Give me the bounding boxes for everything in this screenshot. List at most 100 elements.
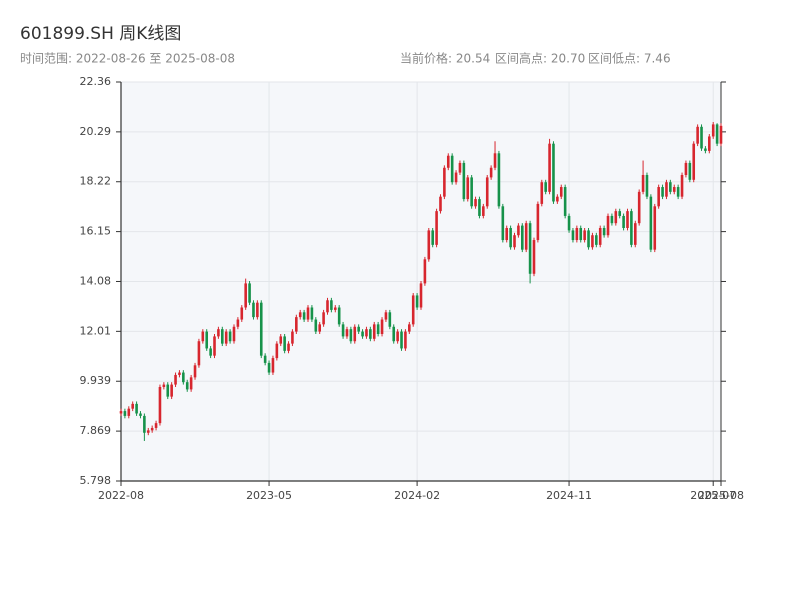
- candle-body: [337, 307, 341, 325]
- candle-body: [197, 341, 201, 366]
- candle-body: [224, 331, 228, 344]
- candle-body: [672, 187, 676, 192]
- candle-body: [380, 319, 384, 334]
- candle-body: [318, 324, 322, 332]
- candle-body: [408, 324, 411, 332]
- candle-body: [302, 312, 306, 320]
- candle-body: [645, 174, 649, 197]
- candle-body: [520, 225, 524, 250]
- candle-body: [275, 343, 279, 359]
- candle-body: [154, 423, 158, 428]
- candle-body: [310, 307, 314, 320]
- candle-body: [267, 362, 271, 373]
- candle-body: [715, 124, 719, 144]
- y-tick-label: 18.22: [80, 175, 112, 188]
- candle-body: [462, 162, 466, 200]
- candle-body: [349, 329, 353, 342]
- candle-body: [306, 307, 310, 320]
- y-tick-label: 12.01: [80, 324, 112, 337]
- candle-body: [676, 187, 680, 197]
- candle-body: [595, 235, 598, 245]
- candle-body: [182, 372, 185, 383]
- candle-body: [376, 324, 380, 334]
- candle-body: [563, 187, 567, 216]
- candle-body: [213, 336, 216, 356]
- candle-body: [365, 329, 368, 337]
- candle-body: [400, 331, 403, 349]
- candle-body: [220, 329, 224, 344]
- candle-body: [680, 174, 684, 197]
- candle-body: [482, 206, 485, 216]
- x-tick-label: 2025-08: [698, 489, 744, 502]
- candle-body: [501, 206, 505, 241]
- candle-body: [524, 223, 528, 250]
- candle-body: [411, 295, 415, 325]
- y-tick-label: 16.15: [80, 225, 112, 238]
- candle-body: [240, 307, 244, 320]
- candle-body: [298, 312, 302, 318]
- candle-body: [692, 143, 696, 180]
- candle-body: [696, 126, 699, 144]
- candle-body: [633, 223, 637, 245]
- candle-body: [419, 283, 423, 308]
- candle-body: [361, 331, 364, 337]
- candle-body: [404, 331, 407, 349]
- candle-body: [256, 302, 259, 318]
- candle-body: [571, 230, 575, 241]
- candle-body: [357, 326, 360, 332]
- candle-body: [162, 384, 166, 387]
- candle-body: [614, 211, 618, 224]
- x-tick-label: 2022-08: [98, 489, 144, 502]
- candle-body: [618, 211, 622, 216]
- candle-body: [657, 187, 660, 207]
- candle-body: [556, 196, 559, 202]
- candle-body: [466, 177, 470, 200]
- stat-text: 区间高点: 20.70: [495, 51, 585, 66]
- candle-body: [131, 403, 134, 409]
- candle-body: [536, 203, 540, 241]
- candle-body: [396, 331, 399, 342]
- candle-body: [435, 211, 438, 245]
- y-tick-label: 22.36: [80, 75, 112, 88]
- candle-body: [431, 230, 434, 245]
- candle-body: [330, 300, 333, 310]
- candle-body: [217, 329, 220, 337]
- candle-body: [661, 187, 664, 197]
- candle-body: [232, 326, 236, 342]
- candle-body: [649, 196, 653, 250]
- candle-body: [427, 230, 431, 260]
- candle-body: [189, 377, 193, 390]
- candle-body: [443, 167, 446, 197]
- candle-body: [263, 355, 267, 363]
- candle-body: [415, 295, 419, 308]
- candle-body: [333, 307, 337, 310]
- candle-body: [622, 215, 625, 228]
- candle-body: [384, 312, 388, 320]
- candle-body: [700, 126, 703, 149]
- candle-body: [228, 331, 232, 342]
- candle-body: [688, 162, 692, 180]
- candle-body: [517, 225, 520, 236]
- candle-body: [704, 148, 707, 151]
- candle-body: [505, 227, 509, 241]
- x-tick-label: 2023-05: [246, 489, 292, 502]
- candle-body: [369, 329, 372, 339]
- candle-body: [708, 136, 711, 151]
- candle-body: [423, 259, 427, 284]
- candle-body: [637, 191, 641, 224]
- candle-body: [653, 206, 657, 250]
- candle-body: [283, 336, 286, 351]
- candle-body: [146, 430, 150, 433]
- candle-body: [185, 382, 189, 390]
- candle-body: [341, 324, 345, 337]
- candle-body: [684, 162, 688, 175]
- candle-body: [454, 172, 458, 183]
- candle-body: [575, 227, 579, 241]
- chart-subtitle: 时间范围: 2022-08-26 至 2025-08-08: [20, 52, 235, 66]
- candle-body: [509, 227, 512, 248]
- candle-body: [610, 215, 614, 224]
- candle-body: [470, 177, 473, 207]
- candle-body: [540, 182, 544, 204]
